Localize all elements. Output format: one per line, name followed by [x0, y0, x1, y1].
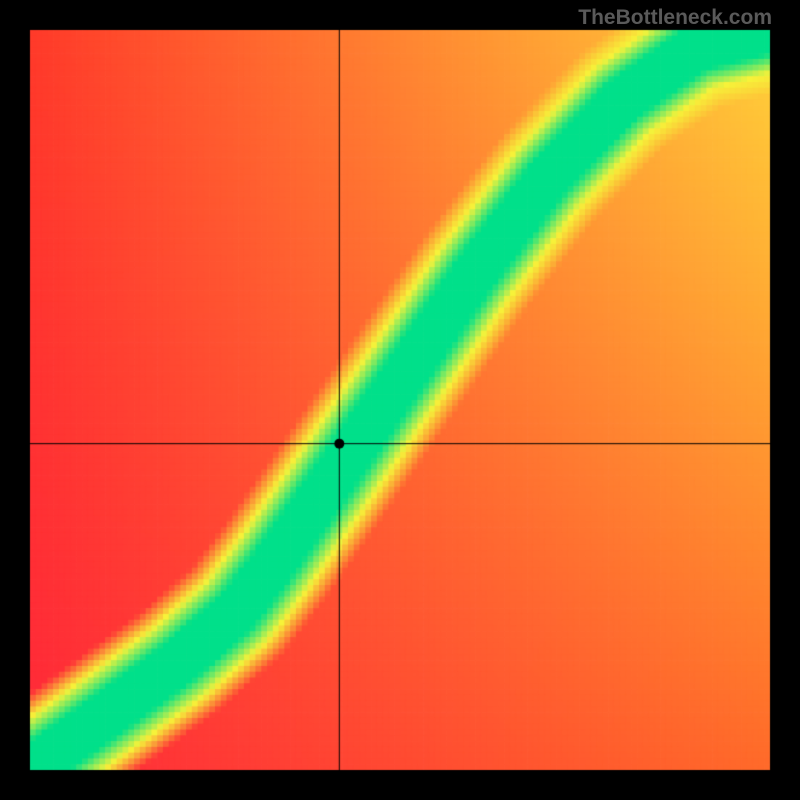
chart-container: TheBottleneck.com — [0, 0, 800, 800]
heatmap-canvas — [0, 0, 800, 800]
watermark-text: TheBottleneck.com — [578, 6, 772, 30]
